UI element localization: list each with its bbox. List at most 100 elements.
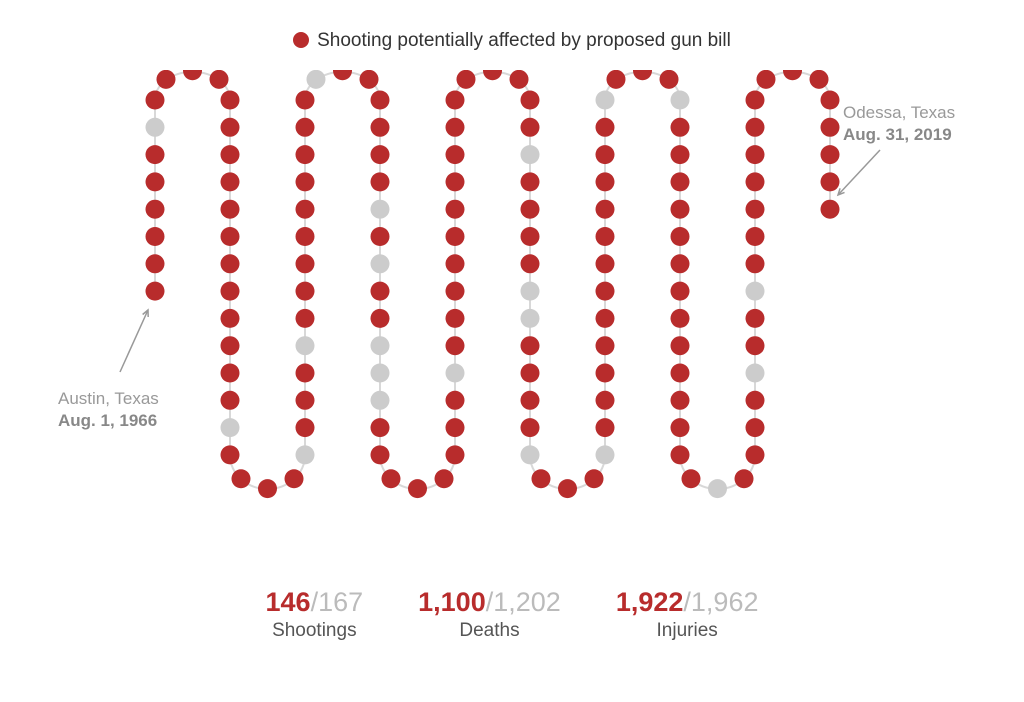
dot-unaffected <box>746 364 765 383</box>
dot-affected <box>671 364 690 383</box>
dot-affected <box>746 118 765 137</box>
dot-affected <box>146 145 165 164</box>
dot-unaffected <box>521 282 540 301</box>
dot-affected <box>156 70 175 89</box>
dot-affected <box>510 70 529 89</box>
dot-affected <box>596 336 615 355</box>
dot-affected <box>660 70 679 89</box>
dot-affected <box>371 145 390 164</box>
dot-affected <box>746 391 765 410</box>
dot-unaffected <box>371 336 390 355</box>
dot-unaffected <box>221 418 240 437</box>
dot-unaffected <box>596 445 615 464</box>
dot-affected <box>821 172 840 191</box>
dot-unaffected <box>296 336 315 355</box>
dot-affected <box>596 309 615 328</box>
dot-affected <box>446 227 465 246</box>
dot-affected <box>596 172 615 191</box>
dot-unaffected <box>596 91 615 110</box>
dot-affected <box>221 336 240 355</box>
dot-affected <box>671 336 690 355</box>
stat-injuries-total: 1,962 <box>691 587 759 617</box>
dot-affected <box>521 227 540 246</box>
dot-affected <box>596 227 615 246</box>
dot-affected <box>221 254 240 273</box>
dot-affected <box>746 309 765 328</box>
stat-injuries-affected: 1,922 <box>616 587 684 617</box>
dot-affected <box>296 227 315 246</box>
dot-affected <box>446 172 465 191</box>
dot-affected <box>221 118 240 137</box>
dot-affected <box>821 145 840 164</box>
dot-affected <box>231 469 250 488</box>
dot-affected <box>671 254 690 273</box>
dot-affected <box>521 418 540 437</box>
dot-affected <box>596 418 615 437</box>
dot-affected <box>671 172 690 191</box>
dot-affected <box>296 172 315 191</box>
dot-unaffected <box>671 91 690 110</box>
dot-affected <box>446 91 465 110</box>
dot-affected <box>681 469 700 488</box>
dot-affected <box>371 172 390 191</box>
dot-affected <box>371 227 390 246</box>
dot-affected <box>296 145 315 164</box>
stat-shootings-affected: 146 <box>266 587 311 617</box>
dot-unaffected <box>708 479 727 498</box>
dot-affected <box>596 145 615 164</box>
dot-affected <box>596 391 615 410</box>
stat-deaths: 1,100/1,202 Deaths <box>418 587 561 642</box>
dot-affected <box>360 70 379 89</box>
dot-unaffected <box>521 309 540 328</box>
dot-affected <box>221 200 240 219</box>
dot-affected <box>146 91 165 110</box>
start-annotation: Austin, Texas Aug. 1, 1966 <box>58 388 159 432</box>
dot-affected <box>521 336 540 355</box>
dot-affected <box>146 172 165 191</box>
start-location: Austin, Texas <box>58 388 159 410</box>
end-annotation: Odessa, Texas Aug. 31, 2019 <box>843 102 955 146</box>
dot-unaffected <box>306 70 325 89</box>
dot-unaffected <box>371 391 390 410</box>
dot-affected <box>585 469 604 488</box>
dot-affected <box>821 200 840 219</box>
dot-affected <box>296 364 315 383</box>
stat-deaths-affected: 1,100 <box>418 587 486 617</box>
dot-affected <box>521 364 540 383</box>
dot-affected <box>446 282 465 301</box>
dot-affected <box>296 200 315 219</box>
dot-affected <box>446 391 465 410</box>
dot-affected <box>821 91 840 110</box>
stat-injuries-label: Injuries <box>616 620 759 642</box>
dot-affected <box>596 200 615 219</box>
stat-sep: / <box>311 587 319 617</box>
dot-affected <box>296 118 315 137</box>
dot-affected <box>735 469 754 488</box>
dot-affected <box>521 391 540 410</box>
stat-shootings-label: Shootings <box>266 620 364 642</box>
annotation-arrow-icon <box>838 150 880 195</box>
stat-deaths-label: Deaths <box>418 620 561 642</box>
dot-affected <box>446 309 465 328</box>
dot-affected <box>446 445 465 464</box>
legend-text: Shooting potentially affected by propose… <box>317 30 731 51</box>
dot-affected <box>371 418 390 437</box>
dot-affected <box>746 227 765 246</box>
dot-affected <box>146 254 165 273</box>
dot-affected <box>746 172 765 191</box>
dot-affected <box>558 479 577 498</box>
dot-unaffected <box>746 282 765 301</box>
dot-affected <box>296 91 315 110</box>
dot-affected <box>296 418 315 437</box>
dot-unaffected <box>146 118 165 137</box>
dot-affected <box>381 469 400 488</box>
dot-unaffected <box>521 445 540 464</box>
dot-affected <box>221 391 240 410</box>
dot-affected <box>531 469 550 488</box>
dot-affected <box>146 227 165 246</box>
dot-affected <box>258 479 277 498</box>
dot-affected <box>746 254 765 273</box>
stats-row: 146/167 Shootings 1,100/1,202 Deaths 1,9… <box>0 587 1024 642</box>
dot-affected <box>221 227 240 246</box>
dot-affected <box>521 254 540 273</box>
